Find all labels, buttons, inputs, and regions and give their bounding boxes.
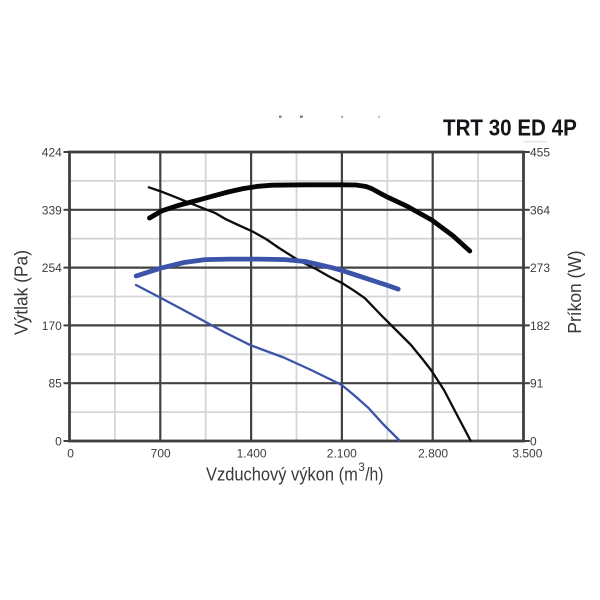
svg-text:254: 254 [42,261,62,275]
svg-text:364: 364 [530,203,550,217]
svg-text:91: 91 [530,377,544,391]
svg-text:0: 0 [530,435,537,449]
svg-text:3: 3 [358,462,364,474]
svg-text:85: 85 [48,377,62,391]
svg-text:Výtlak (Pa): Výtlak (Pa) [12,250,32,335]
svg-text:182: 182 [530,319,550,333]
svg-text:/h): /h) [365,464,383,484]
svg-text:Príkon (W): Príkon (W) [565,250,585,333]
svg-text:3.500: 3.500 [512,447,542,461]
svg-text:Vzduchový výkon (m: Vzduchový výkon (m [206,464,358,484]
svg-text:424: 424 [42,146,62,160]
svg-text:2.100: 2.100 [327,447,357,461]
svg-text:170: 170 [42,319,62,333]
svg-text:0: 0 [67,447,74,461]
svg-text:TRT 30 ED 4P: TRT 30 ED 4P [443,115,577,141]
svg-text:2.800: 2.800 [418,447,448,461]
svg-text:455: 455 [530,146,550,160]
svg-text:1.400: 1.400 [237,447,267,461]
svg-text:273: 273 [530,261,550,275]
svg-text:339: 339 [42,203,62,217]
svg-text:700: 700 [151,447,171,461]
svg-text:0: 0 [55,435,62,449]
